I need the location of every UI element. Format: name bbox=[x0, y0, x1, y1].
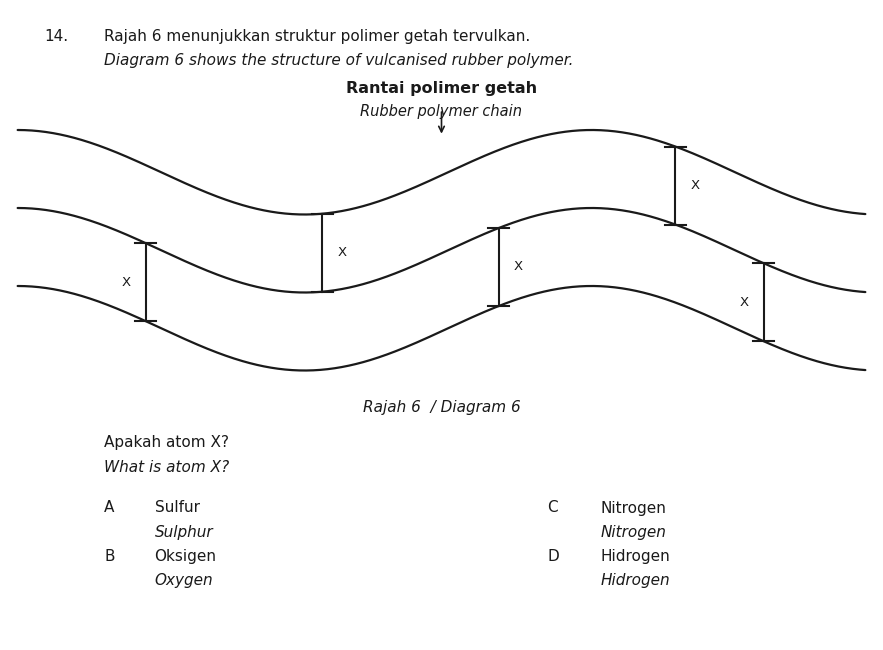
Text: 14.: 14. bbox=[44, 29, 68, 44]
Text: Rantai polimer getah: Rantai polimer getah bbox=[346, 81, 537, 96]
Text: Apakah atom X?: Apakah atom X? bbox=[104, 436, 230, 450]
Text: C: C bbox=[547, 500, 558, 515]
Text: Hidrogen: Hidrogen bbox=[600, 549, 670, 564]
Text: A: A bbox=[104, 500, 115, 515]
Text: Oksigen: Oksigen bbox=[155, 549, 216, 564]
Text: X: X bbox=[740, 296, 749, 309]
Text: Rubber polymer chain: Rubber polymer chain bbox=[360, 104, 523, 119]
Text: Hidrogen: Hidrogen bbox=[600, 573, 670, 588]
Text: X: X bbox=[691, 179, 699, 192]
Text: Sulphur: Sulphur bbox=[155, 525, 213, 540]
Text: X: X bbox=[514, 261, 523, 274]
Text: Rajah 6  / Diagram 6: Rajah 6 / Diagram 6 bbox=[363, 400, 520, 415]
Text: D: D bbox=[547, 549, 559, 564]
Text: Nitrogen: Nitrogen bbox=[600, 525, 667, 540]
Text: Sulfur: Sulfur bbox=[155, 500, 200, 515]
Text: B: B bbox=[104, 549, 115, 564]
Text: Oxygen: Oxygen bbox=[155, 573, 213, 588]
Text: Diagram 6 shows the structure of vulcanised rubber polymer.: Diagram 6 shows the structure of vulcani… bbox=[104, 53, 574, 68]
Text: Rajah 6 menunjukkan struktur polimer getah tervulkan.: Rajah 6 menunjukkan struktur polimer get… bbox=[104, 29, 531, 44]
Text: What is atom X?: What is atom X? bbox=[104, 460, 230, 474]
Text: X: X bbox=[122, 276, 131, 289]
Text: Nitrogen: Nitrogen bbox=[600, 500, 667, 515]
Text: X: X bbox=[337, 246, 346, 259]
